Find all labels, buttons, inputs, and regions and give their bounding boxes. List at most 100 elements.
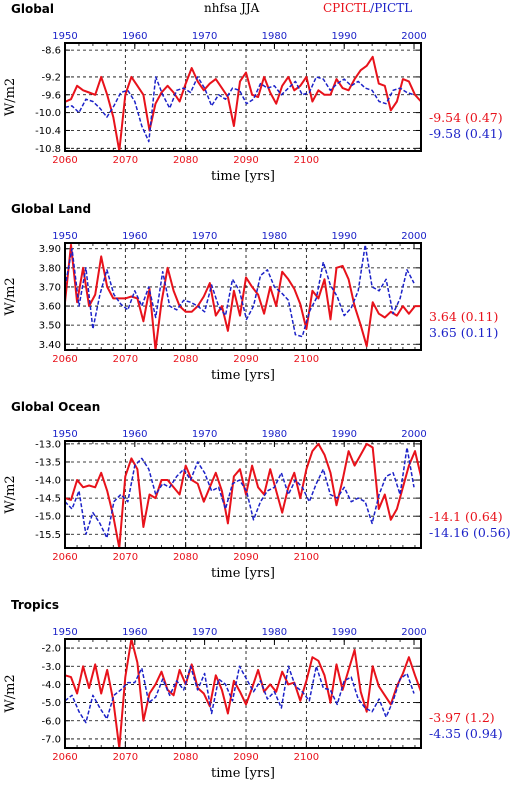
x-tick-label-top: 2000 xyxy=(401,31,426,42)
x-tick-label-bottom: 2090 xyxy=(233,354,258,365)
series-line-pictl xyxy=(64,665,415,724)
x-tick-label-top: 1960 xyxy=(122,31,147,42)
x-tick-label-top: 1980 xyxy=(262,627,287,638)
y-tick-label: -4.0 xyxy=(41,680,61,691)
y-tick-label: -9.2 xyxy=(41,72,61,83)
x-tick-label-bottom: 2060 xyxy=(52,752,77,763)
series-line-cpictl xyxy=(64,55,422,152)
x-tick-label-bottom: 2080 xyxy=(173,752,198,763)
x-tick-label-top: 1980 xyxy=(262,31,287,42)
x-tick-label-bottom: 2060 xyxy=(52,155,77,166)
stat-pictl: -14.16 (0.56) xyxy=(429,525,511,540)
panel-title: Tropics xyxy=(11,598,59,612)
stat-cpictl: 3.64 (0.11) xyxy=(429,309,498,324)
panel-title: Global Ocean xyxy=(11,400,100,414)
panel-title: Global Land xyxy=(11,202,91,216)
series-line-cpictl xyxy=(64,638,422,749)
stat-cpictl: -3.97 (1.2) xyxy=(429,710,495,725)
x-tick-label-bottom: 2080 xyxy=(173,354,198,365)
x-axis-label: time [yrs] xyxy=(211,766,275,781)
variable-title: nhfsa JJA xyxy=(204,1,260,15)
panel-1: Global Land 3.90 3.80 3.70 3.60 3.50 3.40 2060 2… xyxy=(3,202,498,383)
series-line-pictl xyxy=(64,76,415,143)
x-tick-label-top: 2000 xyxy=(401,231,426,242)
plot-frame xyxy=(64,638,422,749)
x-tick-label-bottom: 2100 xyxy=(294,752,319,763)
x-axis-label: time [yrs] xyxy=(211,368,275,383)
x-tick-label-top: 1970 xyxy=(192,627,217,638)
y-tick-label: 3.90 xyxy=(39,244,61,255)
plot-frame xyxy=(64,242,422,351)
y-tick-label: 3.60 xyxy=(39,302,61,313)
x-tick-label-bottom: 2080 xyxy=(173,155,198,166)
y-tick-label: 3.40 xyxy=(39,340,61,351)
x-tick-label-top: 1990 xyxy=(331,31,356,42)
y-axis-label: W/m2 xyxy=(3,475,18,513)
plot-frame xyxy=(64,42,422,152)
y-tick-label: -3.0 xyxy=(41,662,61,673)
x-axis-label: time [yrs] xyxy=(211,566,275,581)
x-tick-label-bottom: 2100 xyxy=(294,155,319,166)
x-tick-label-top: 1960 xyxy=(122,627,147,638)
y-tick-label: 3.50 xyxy=(39,321,61,332)
y-tick-label: -6.0 xyxy=(41,716,61,727)
x-tick-label-bottom: 2100 xyxy=(294,552,319,563)
y-axis-label: W/m2 xyxy=(3,78,18,116)
x-tick-label-bottom: 2060 xyxy=(52,552,77,563)
x-tick-label-bottom: 2090 xyxy=(233,155,258,166)
panel-title: Global xyxy=(11,2,54,16)
panel-3: Tropics -2.0 -3.0 -4.0 -5.0 -6.0 -7.0 2060 2070 2… xyxy=(3,598,503,781)
x-tick-label-bottom: 2100 xyxy=(294,354,319,365)
x-tick-label-top: 1980 xyxy=(262,231,287,242)
stat-pictl: 3.65 (0.11) xyxy=(429,325,498,340)
y-tick-label: -10.8 xyxy=(35,144,61,155)
y-tick-label: -10.4 xyxy=(35,126,61,137)
x-tick-label-top: 1970 xyxy=(192,31,217,42)
legend-text: CPICTL/PICTL xyxy=(323,1,412,15)
stat-cpictl: -9.54 (0.47) xyxy=(429,110,503,125)
y-tick-label: -14.0 xyxy=(35,476,61,487)
x-tick-label-bottom: 2070 xyxy=(113,752,138,763)
plot-frame xyxy=(64,440,422,549)
x-tick-label-top: 1950 xyxy=(52,31,77,42)
stat-cpictl: -14.1 (0.64) xyxy=(429,509,503,524)
y-tick-label: -10.0 xyxy=(35,108,61,119)
x-tick-label-bottom: 2090 xyxy=(233,552,258,563)
x-tick-label-top: 1950 xyxy=(52,627,77,638)
legend-separator: / xyxy=(370,1,375,15)
stat-pictl: -4.35 (0.94) xyxy=(429,726,503,741)
y-axis-label: W/m2 xyxy=(3,674,18,712)
series-line-pictl xyxy=(64,446,415,539)
x-tick-label-top: 1990 xyxy=(331,627,356,638)
legend-cpictl: CPICTL xyxy=(323,1,370,15)
y-tick-label: 3.70 xyxy=(39,282,61,293)
x-tick-label-top: 2000 xyxy=(401,429,426,440)
x-tick-label-top: 1960 xyxy=(122,231,147,242)
legend-pictl: PICTL xyxy=(374,1,412,15)
y-tick-label: -13.5 xyxy=(35,457,61,468)
x-tick-label-bottom: 2090 xyxy=(233,752,258,763)
x-tick-label-bottom: 2070 xyxy=(113,552,138,563)
x-tick-label-bottom: 2070 xyxy=(113,354,138,365)
y-tick-label: -15.5 xyxy=(35,530,61,541)
y-tick-label: -2.0 xyxy=(41,644,61,655)
x-axis-label: time [yrs] xyxy=(211,169,275,184)
x-tick-label-top: 1970 xyxy=(192,429,217,440)
x-tick-label-top: 2000 xyxy=(401,627,426,638)
y-tick-label: -13.0 xyxy=(35,439,61,450)
x-tick-label-top: 1960 xyxy=(122,429,147,440)
series-line-pictl xyxy=(64,244,415,338)
x-tick-label-top: 1980 xyxy=(262,429,287,440)
x-tick-label-bottom: 2080 xyxy=(173,552,198,563)
stat-pictl: -9.58 (0.41) xyxy=(429,126,503,141)
x-tick-label-bottom: 2070 xyxy=(113,155,138,166)
y-tick-label: -8.6 xyxy=(41,46,61,57)
y-tick-label: -15.0 xyxy=(35,512,61,523)
y-tick-label: -7.0 xyxy=(41,734,61,745)
y-axis-label: W/m2 xyxy=(3,277,18,315)
x-tick-label-bottom: 2060 xyxy=(52,354,77,365)
x-tick-label-top: 1950 xyxy=(52,429,77,440)
x-tick-label-top: 1990 xyxy=(331,429,356,440)
